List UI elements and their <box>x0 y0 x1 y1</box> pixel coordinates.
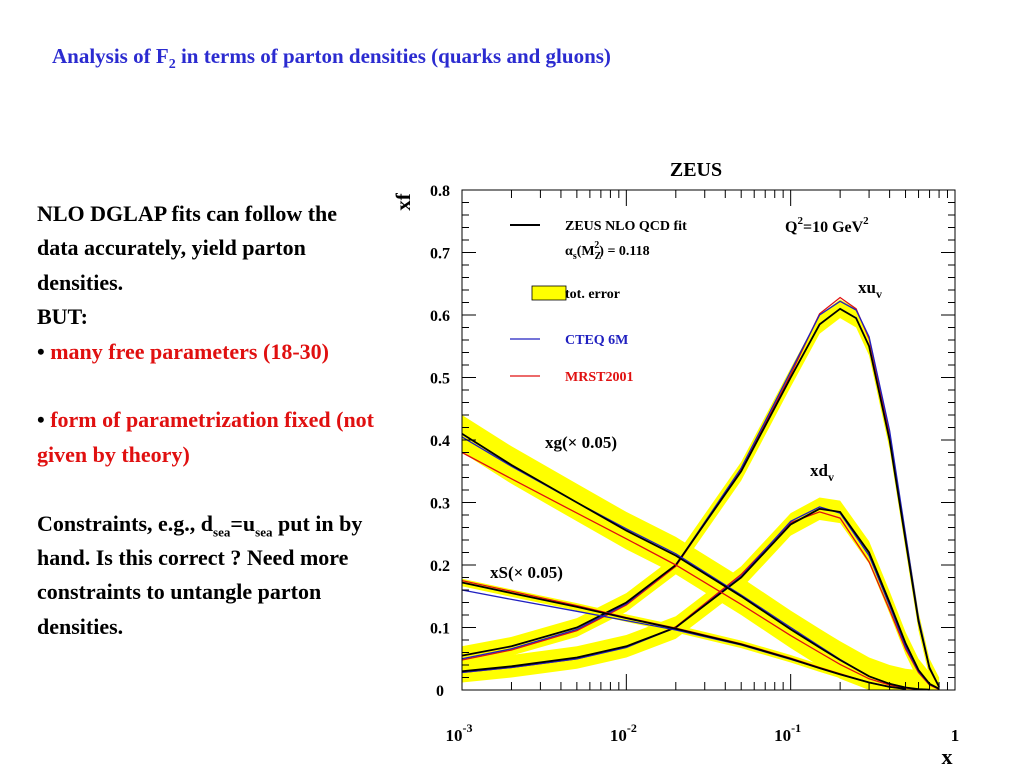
bullet-parametrization: • form of parametrization fixed (not giv… <box>37 407 375 467</box>
x-axis-label: x <box>942 744 953 768</box>
xg-zeus-line <box>461 433 930 691</box>
legend-entry-label: ZEUS NLO QCD fit <box>565 219 687 234</box>
alpha-s-label: αs(MZ2) = 0.118 <box>565 240 650 262</box>
y-tick-label: 0.1 <box>430 621 450 638</box>
x-tick-label: 10-2 <box>610 721 637 745</box>
constraints-paragraph: Constraints, e.g., dsea=usea put in by h… <box>37 510 363 639</box>
slide-text: NLO DGLAP fits can follow the data accur… <box>37 197 382 644</box>
legend-entry-label: tot. error <box>565 287 620 302</box>
chart-legend: ZEUS NLO QCD fit tot. error CTEQ 6M MRST200… <box>510 219 687 385</box>
y-tick-label: 0 <box>436 683 444 700</box>
but-label: BUT: <box>37 304 88 330</box>
y-tick-label: 0.5 <box>430 371 450 388</box>
slide-title: Analysis of F2 in terms of parton densit… <box>52 44 611 73</box>
legend-entry-label: CTEQ 6M <box>565 333 628 348</box>
xuv-curve-label: xuv <box>858 278 882 301</box>
xg-curve-label: xg(× 0.05) <box>545 433 617 452</box>
legend-entry-label: MRST2001 <box>565 370 633 385</box>
y-tick-label: 0.3 <box>430 496 450 513</box>
intro-paragraph: NLO DGLAP fits can follow the data accur… <box>37 201 338 295</box>
y-axis-label: xf <box>391 192 415 211</box>
x-tick-label: 10-3 <box>446 721 473 745</box>
x-tick-label: 1 <box>951 726 960 745</box>
y-tick-label: 0.2 <box>430 558 450 575</box>
y-tick-label: 0.7 <box>430 246 450 263</box>
y-tick-label: 0.6 <box>430 308 450 325</box>
x-tick-label: 10-1 <box>774 721 801 745</box>
xuv-zeus-line <box>461 307 940 688</box>
chart-title: ZEUS <box>670 159 722 181</box>
xdv-curve-label: xdv <box>810 461 834 484</box>
xdv-error-band <box>462 497 940 690</box>
xS-zeus-line <box>461 581 906 690</box>
legend-band-swatch <box>531 285 567 301</box>
plot-frame <box>461 189 956 691</box>
q2-label: Q2=10 GeV2 <box>785 215 869 236</box>
xS-curve-label: xS(× 0.05) <box>490 563 563 582</box>
pdf-chart: ZEUS xf x 0 0.1 0.2 0.3 0.4 0.5 0.6 0.7 0.8 10-3 1… <box>391 159 960 768</box>
bullet-parameters: • many free parameters (18-30) <box>37 338 329 364</box>
y-tick-label: 0.8 <box>430 183 450 200</box>
y-tick-label: 0.4 <box>430 433 450 450</box>
xdv-zeus-line <box>461 507 940 690</box>
xg-error-band <box>462 415 930 690</box>
